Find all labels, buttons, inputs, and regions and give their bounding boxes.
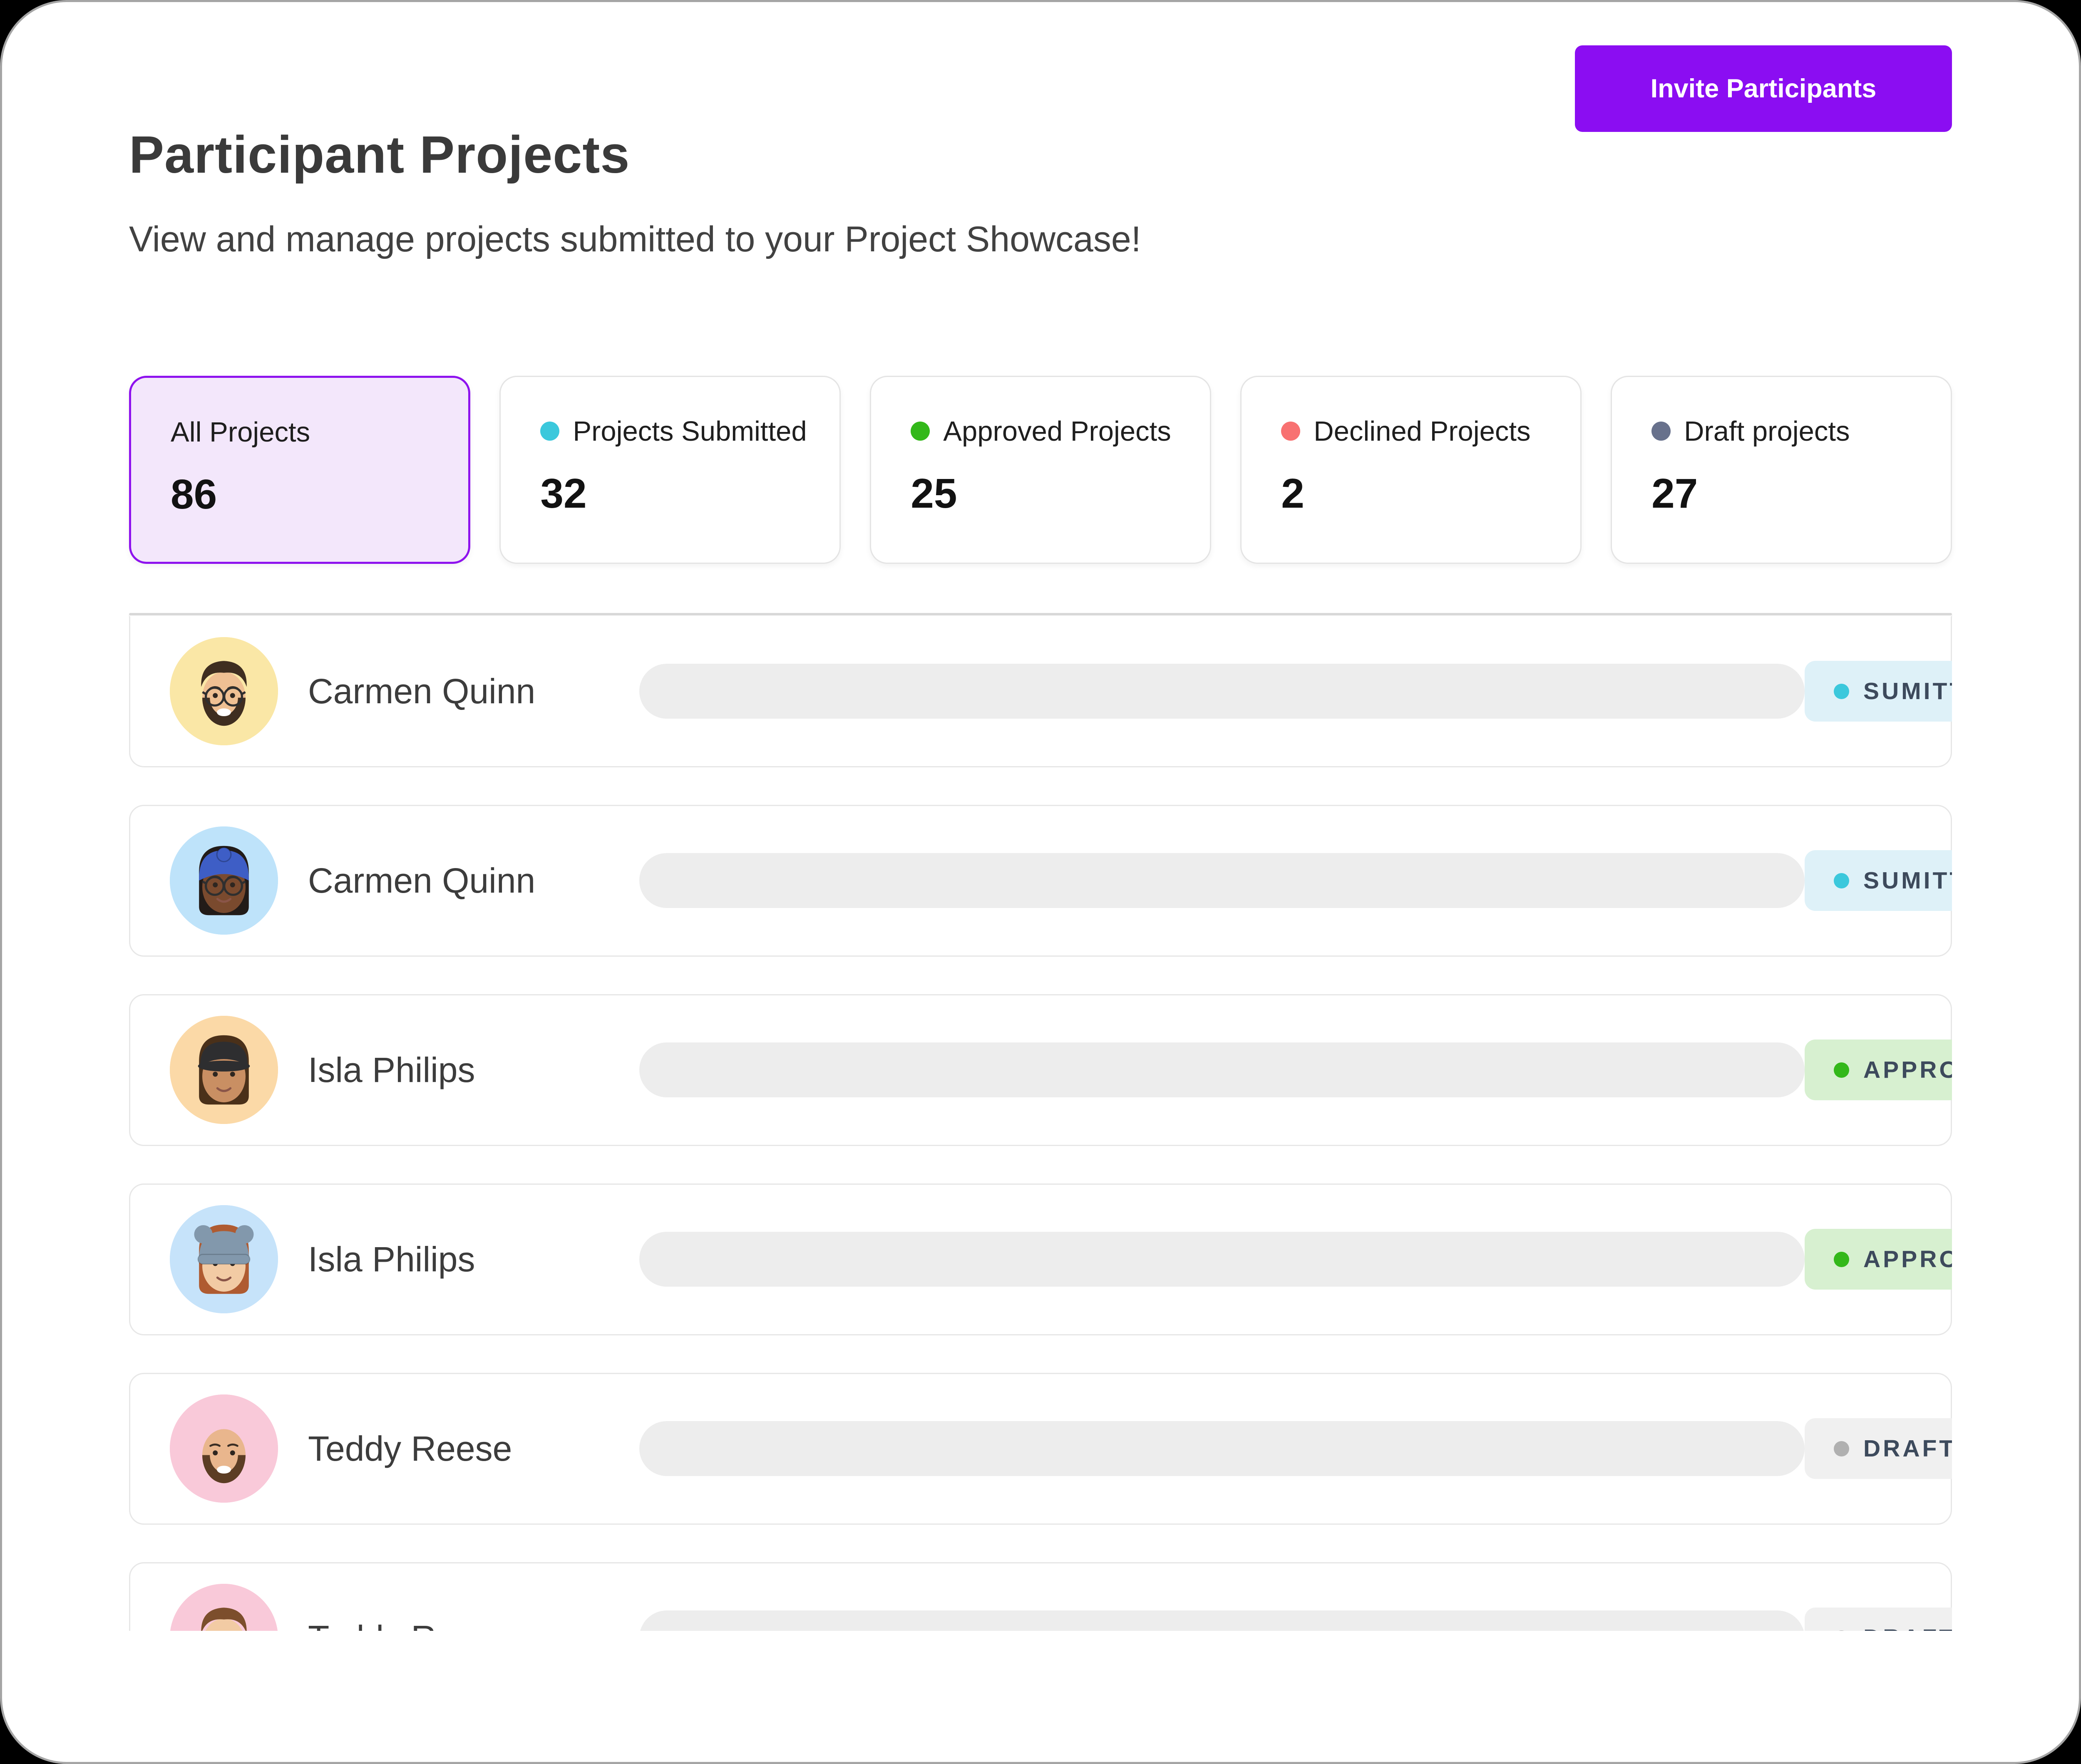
filter-label: All Projects [171,416,310,448]
status-dot-icon [1834,683,1849,699]
filter-count: 25 [911,470,957,517]
participant-name: Teddy Reese [308,1429,512,1468]
status-dot-icon [1281,422,1301,441]
participant-name: Carmen Quinn [308,671,536,711]
status-badge: DRAFT [1805,1418,1952,1479]
page-subtitle: View and manage projects submitted to yo… [129,219,1141,259]
status-badge: SUMITTED [1805,850,1952,911]
status-dot-icon [1834,873,1849,888]
status-badge: DRAFT [1805,1608,1952,1631]
participant-name: Carmen Quinn [308,861,536,900]
status-label: SUMITTED [1863,678,1952,705]
avatar [170,1016,278,1124]
filter-count: 2 [1281,470,1304,517]
filter-count: 86 [171,471,217,518]
avatar [170,826,278,935]
status-label: DRAFT [1863,1624,1952,1631]
participant-row[interactable]: Teddy Reese DRAFT [129,1372,1952,1525]
project-title-placeholder [639,1042,1805,1098]
status-dot-icon [1834,1630,1849,1631]
status-label: DRAFT [1863,1435,1952,1462]
avatar [170,1584,278,1631]
project-title-placeholder [639,1421,1805,1476]
participant-row[interactable]: Teddy Reese DRAFT [129,1562,1952,1631]
filter-count: 27 [1651,470,1698,517]
status-badge: APPROVED [1805,1229,1952,1290]
project-title-placeholder [639,853,1805,908]
project-title-placeholder [639,1232,1805,1287]
participant-row[interactable]: Isla Philips APPROVED [129,994,1952,1146]
status-badge: SUMITTED [1805,661,1952,722]
avatar [170,1394,278,1503]
status-dot-icon [1651,422,1671,441]
participant-name: Isla Philips [308,1239,475,1279]
filter-label: Declined Projects [1314,415,1531,447]
filter-label: Projects Submitted [573,415,807,447]
filter-card-approved-projects[interactable]: Approved Projects 25 [870,375,1212,564]
status-dot-icon [1834,1251,1849,1267]
project-title-placeholder [639,1610,1805,1631]
invite-participants-button[interactable]: Invite Participants [1575,45,1952,132]
status-label: SUMITTED [1863,867,1952,894]
status-dot-icon [540,422,560,441]
participant-row[interactable]: Carmen Quinn SUMITTED [129,615,1952,767]
filter-label: Approved Projects [943,415,1171,447]
status-label: APPROVED [1863,1057,1952,1084]
filter-count: 32 [540,470,587,517]
list-top-divider [129,613,1952,615]
avatar [170,637,278,746]
status-dot-icon [1834,1441,1849,1456]
filter-card-projects-submitted[interactable]: Projects Submitted 32 [499,375,841,564]
page-title: Participant Projects [129,125,630,184]
filter-card-all-projects[interactable]: All Projects 86 [129,375,471,564]
status-dot-icon [911,422,930,441]
project-list: Carmen Quinn SUMITTED Carmen Quinn SUMIT… [129,615,1952,1631]
filter-card-draft-projects[interactable]: Draft projects 27 [1611,375,1952,564]
filter-cards: All Projects 86 Projects Submitted 32 Ap… [129,375,1952,564]
filter-card-declined-projects[interactable]: Declined Projects 2 [1240,375,1582,564]
filter-label: Draft projects [1684,415,1850,447]
participant-row[interactable]: Carmen Quinn SUMITTED [129,804,1952,957]
participant-name: Teddy Reese [308,1618,639,1631]
project-title-placeholder [639,664,1805,719]
participant-row[interactable]: Isla Philips APPROVED [129,1183,1952,1335]
status-badge: APPROVED [1805,1040,1952,1101]
status-dot-icon [1834,1062,1849,1078]
status-label: APPROVED [1863,1246,1952,1273]
header: Participant Projects View and manage pro… [129,2,1952,261]
avatar [170,1205,278,1314]
participant-name: Isla Philips [308,1050,475,1089]
